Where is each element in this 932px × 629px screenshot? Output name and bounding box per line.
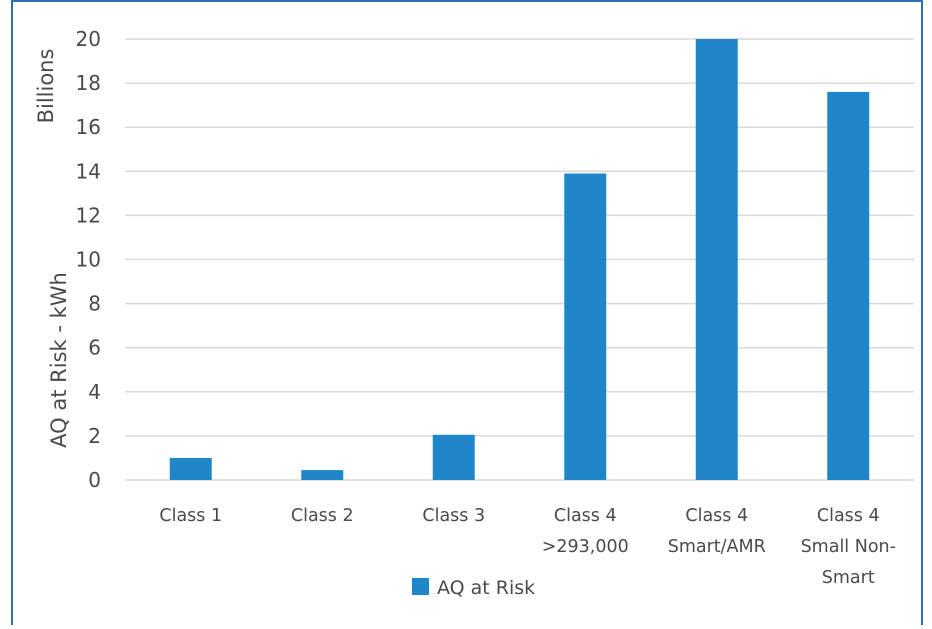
y-tick-label: 2 [88,424,101,448]
y-tick-label: 12 [76,203,101,227]
x-category-label-line: Class 1 [159,506,222,526]
x-category-label: Class 2 [291,506,354,526]
y-tick-label: 20 [76,27,101,51]
x-category-label-line: Small Non- [801,537,896,557]
chart-frame [11,0,923,625]
legend-swatch [412,578,429,595]
bar [169,457,212,480]
bar [695,39,738,480]
x-category-label-line: Class 4 [817,506,880,526]
y-axis-ticks: 0 2 4 6 8 10 12 14 16 18 20 [76,27,101,492]
bar [301,470,344,480]
bar [827,91,870,481]
x-axis-labels: Class 1 Class 2 Class 3 Class 4 >293,000Clas… [159,506,896,588]
x-category-label: Class 4 Small Non- Smart [801,506,896,588]
y-tick-label: 8 [88,292,101,316]
y-tick-label: 10 [76,248,101,272]
x-category-label-line: Class 2 [291,506,354,526]
x-category-label: Class 4 Smart/AMR [668,506,766,557]
y-tick-label: 16 [76,115,101,139]
legend: AQ at Risk [412,577,535,599]
y-tick-label: 18 [76,71,101,95]
x-category-label: Class 4 >293,000 [542,506,629,557]
x-category-label-line: Class 4 [554,506,617,526]
x-category-label-line: Class 4 [685,506,748,526]
y-axis-unit-label: Billions [34,49,58,124]
legend-label: AQ at Risk [437,577,535,599]
x-category-label-line: >293,000 [542,537,629,557]
y-tick-label: 6 [88,336,101,360]
x-category-label: Class 3 [422,506,485,526]
x-category-label-line: Smart/AMR [668,537,766,557]
y-tick-label: 4 [88,380,101,404]
bars [169,39,870,481]
y-tick-label: 14 [76,159,101,183]
gridlines [125,38,914,481]
bar [564,173,607,480]
x-category-label: Class 1 [159,506,222,526]
x-category-label-line: Class 3 [422,506,485,526]
y-tick-label: 0 [88,468,101,492]
bar [432,434,475,480]
y-axis-title: AQ at Risk - kWh [47,272,71,448]
x-category-label-line: Smart [822,568,875,588]
